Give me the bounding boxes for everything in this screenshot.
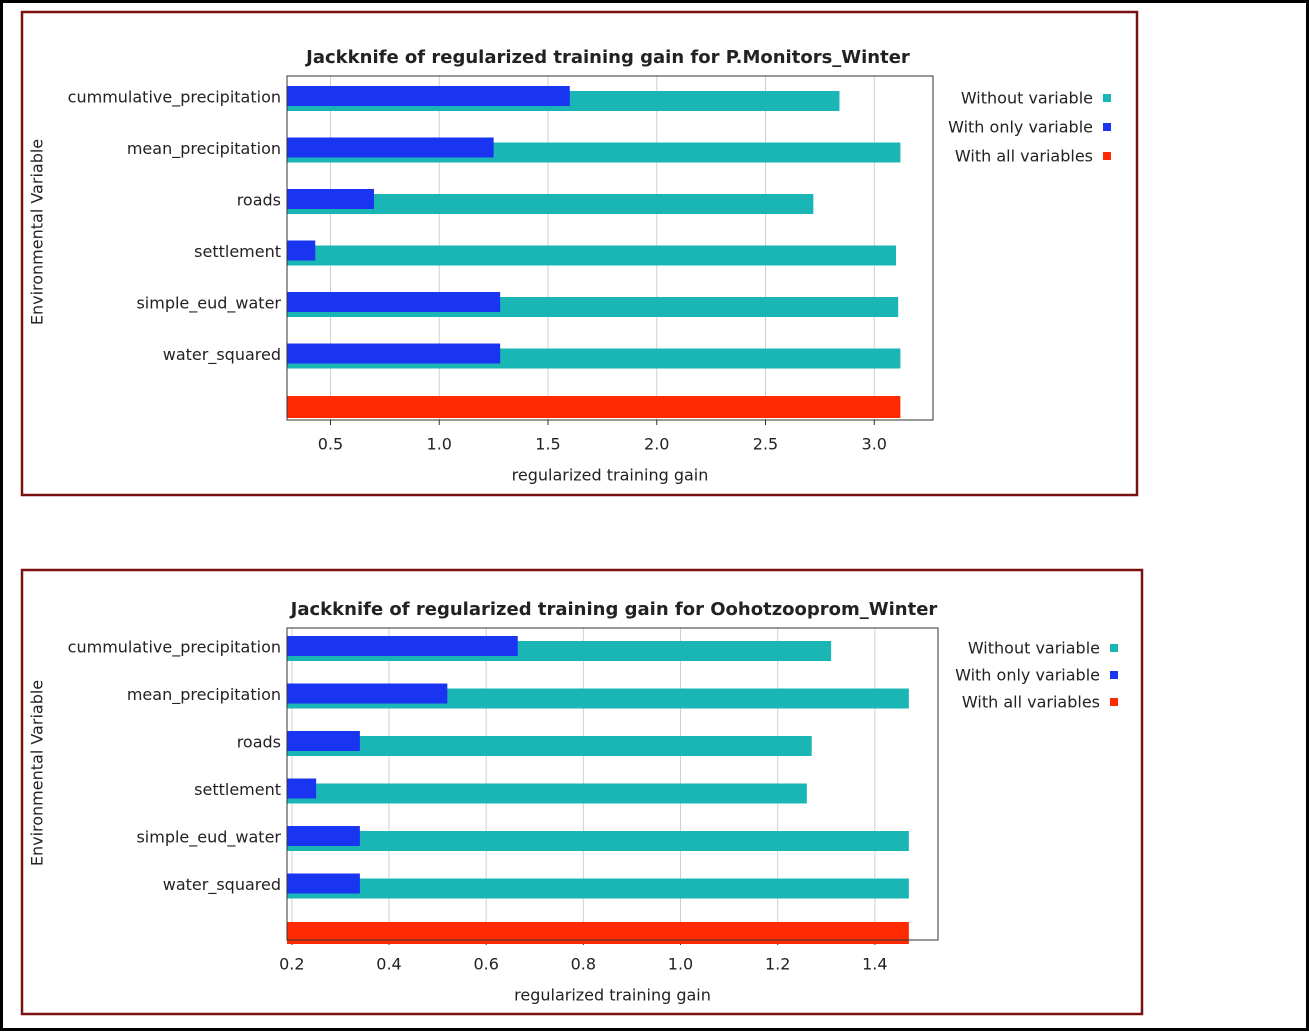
bar (287, 683, 448, 704)
bar (287, 189, 375, 209)
chart-title: Jackknife of regularized training gain f… (289, 599, 938, 620)
plot-border (286, 627, 939, 941)
bar (287, 731, 360, 751)
chart-title: Jackknife of regularized training gain f… (304, 47, 910, 68)
y-tick-label: settlement (194, 780, 281, 799)
legend-label: With all variables (962, 693, 1100, 712)
legend-swatch (1103, 94, 1111, 102)
x-tick-label: 1.0 (668, 955, 693, 974)
bar (287, 86, 570, 106)
bar (287, 873, 360, 894)
x-tick-label: 1.4 (862, 955, 887, 974)
bar (287, 736, 812, 756)
bar (287, 878, 909, 899)
y-tick-label: roads (237, 733, 281, 752)
x-tick-label: 0.8 (571, 955, 596, 974)
bar (287, 292, 501, 312)
bar (287, 245, 897, 266)
bar (287, 343, 501, 364)
x-tick-label: 1.5 (535, 435, 560, 454)
legend-swatch (1103, 152, 1111, 160)
bar (287, 636, 518, 656)
y-tick-label: cummulative_precipitation (68, 88, 281, 108)
bar (287, 240, 316, 261)
x-tick-label: 2.5 (753, 435, 778, 454)
bar (287, 831, 909, 851)
y-tick-label: roads (237, 191, 281, 210)
legend-label: With only variable (948, 118, 1093, 137)
plot-border (286, 75, 934, 421)
y-tick-label: mean_precipitation (127, 139, 281, 159)
bar (287, 137, 494, 158)
bar (287, 194, 814, 214)
legend-label: Without variable (968, 639, 1100, 658)
y-tick-label: settlement (194, 242, 281, 261)
legend-label: Without variable (961, 89, 1093, 108)
x-tick-label: 0.2 (279, 955, 304, 974)
y-axis-label: Environmental Variable (28, 680, 47, 866)
y-tick-label: water_squared (163, 345, 281, 365)
x-tick-label: 0.5 (318, 435, 343, 454)
legend-swatch (1110, 671, 1118, 679)
x-axis-label: regularized training gain (512, 466, 709, 485)
legend-swatch (1110, 698, 1118, 706)
x-tick-label: 0.6 (473, 955, 498, 974)
legend-label: With all variables (955, 147, 1093, 166)
bar (287, 396, 901, 418)
legend-swatch (1110, 644, 1118, 652)
y-tick-label: cummulative_precipitation (68, 638, 281, 658)
y-axis-label: Environmental Variable (28, 139, 47, 325)
y-tick-label: simple_eud_water (136, 828, 281, 848)
bar (287, 922, 909, 944)
y-tick-label: mean_precipitation (127, 685, 281, 705)
y-tick-label: simple_eud_water (136, 294, 281, 314)
legend-swatch (1103, 123, 1111, 131)
y-tick-label: water_squared (163, 875, 281, 895)
bar (287, 783, 807, 804)
x-tick-label: 3.0 (862, 435, 887, 454)
x-axis-label: regularized training gain (514, 986, 711, 1005)
bar (287, 778, 317, 799)
x-tick-label: 2.0 (644, 435, 669, 454)
x-tick-label: 1.2 (765, 955, 790, 974)
legend-label: With only variable (955, 666, 1100, 685)
x-tick-label: 0.4 (376, 955, 401, 974)
bar (287, 826, 360, 846)
x-tick-label: 1.0 (427, 435, 452, 454)
